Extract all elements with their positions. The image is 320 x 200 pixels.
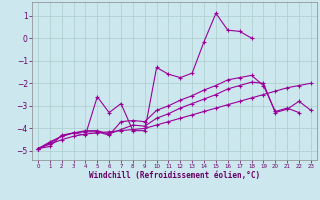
X-axis label: Windchill (Refroidissement éolien,°C): Windchill (Refroidissement éolien,°C) [89,171,260,180]
